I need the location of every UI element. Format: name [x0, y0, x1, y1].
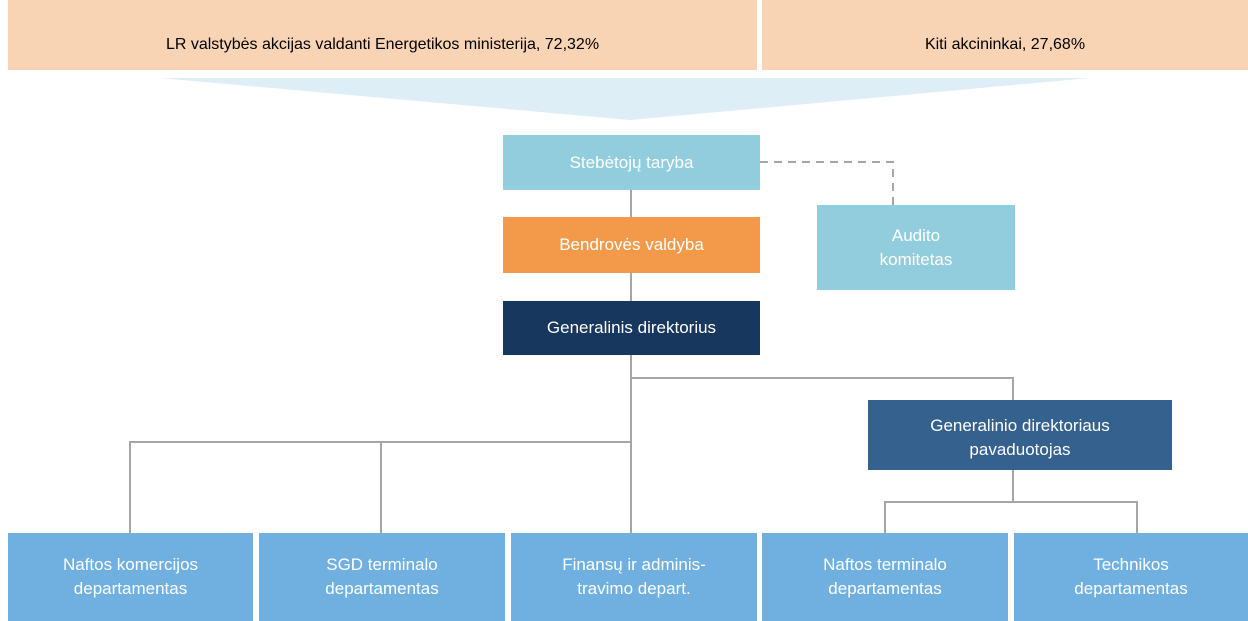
- node: Stebėtojų taryba: [503, 135, 760, 190]
- node: Finansų ir adminis-travimo depart.: [511, 533, 757, 621]
- label: SGD terminalo: [326, 555, 438, 574]
- label: Audito: [891, 225, 941, 245]
- label: Stebėtojų taryba: [569, 152, 694, 172]
- node: SGD terminalo departamentas: [259, 533, 505, 621]
- label: komitetas: [879, 249, 953, 269]
- node: Naftos komercijos departamentas: [8, 533, 253, 621]
- label: Technikos: [1093, 555, 1169, 574]
- label: Generalinio direktoriaus: [930, 416, 1110, 435]
- lines: [129, 161, 1138, 533]
- node: Generalinio direktoriaus pavaduotojas: [868, 400, 1172, 470]
- label: Kiti akcininkai, 27,68%: [924, 36, 1086, 53]
- label: Generalinis direktorius: [546, 318, 717, 337]
- arrow: [160, 78, 1090, 120]
- label: Bendrovės valdyba: [559, 235, 704, 254]
- node: Technikos departamentas: [1014, 533, 1248, 621]
- node: Naftos terminalo departamentas: [762, 533, 1008, 621]
- node: Generalinis direktorius: [503, 301, 760, 355]
- label: departamentas: [73, 579, 188, 598]
- shareholder: LR valstybės akcijas valdanti Energetiko…: [8, 0, 757, 70]
- node: Bendrovės valdyba: [503, 217, 760, 273]
- label: departamentas: [828, 579, 942, 598]
- label: Finansų ir adminis-: [562, 555, 706, 574]
- label: pavaduotojas: [969, 440, 1071, 459]
- label: LR valstybės akcijas valdanti Energetiko…: [165, 36, 600, 53]
- label: departamentas: [325, 579, 439, 598]
- label: travimo depart.: [577, 579, 691, 598]
- label: Naftos komercijos: [62, 555, 199, 574]
- label: departamentas: [1074, 579, 1188, 598]
- node: Audito komitetas: [817, 205, 1015, 290]
- shareholder: Kiti akcininkai, 27,68%: [762, 0, 1248, 70]
- label: Naftos terminalo: [823, 555, 947, 574]
